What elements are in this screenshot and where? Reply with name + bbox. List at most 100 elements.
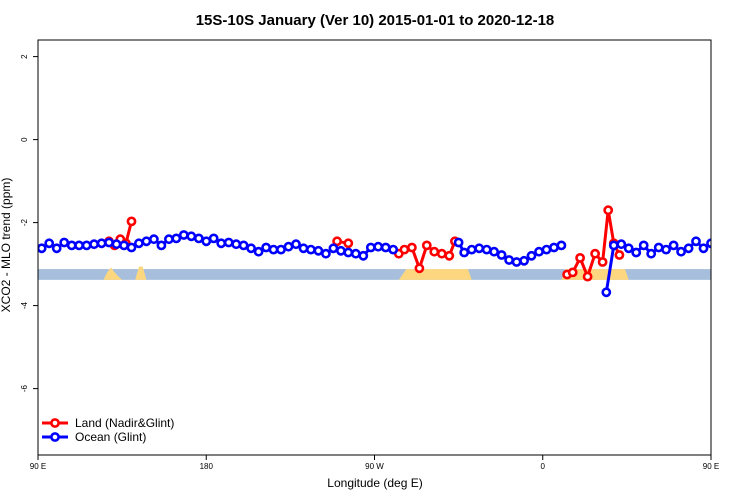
data-point (89, 239, 99, 250)
data-point (453, 237, 464, 248)
x-tick-label: 180 (200, 462, 214, 471)
data-point (313, 245, 324, 256)
data-point (406, 242, 417, 253)
data-point (730, 241, 737, 248)
data-point (178, 230, 189, 240)
legend-marker-1 (50, 432, 60, 442)
ocean-band (38, 269, 711, 280)
data-point (283, 241, 294, 252)
data-point (74, 240, 84, 251)
plot-area (38, 205, 750, 298)
data-point (706, 238, 711, 249)
data-point (141, 236, 152, 247)
data-point (436, 248, 447, 259)
data-point (343, 238, 354, 249)
data-point (126, 242, 137, 253)
y-tick-label: -2 (20, 218, 29, 226)
data-point (365, 242, 376, 253)
data-point (111, 239, 122, 250)
series-ocean (38, 230, 750, 298)
x-axis-label: Longitude (deg E) (327, 476, 422, 490)
data-point (96, 238, 107, 249)
data-point (421, 240, 432, 251)
data-point (737, 240, 744, 247)
data-point (126, 216, 137, 227)
x-tick-label: 90 E (703, 462, 719, 471)
y-tick-label: -6 (20, 384, 29, 392)
data-point (148, 234, 159, 245)
data-point (133, 238, 144, 249)
data-point (466, 244, 477, 255)
data-point (305, 244, 316, 255)
data-point (631, 247, 642, 258)
data-point (335, 245, 346, 256)
data-point (268, 244, 279, 255)
data-point (745, 239, 750, 246)
data-point (216, 238, 227, 249)
axis-layer: 90 E 180 90 W 0 90 E 2 0 -2 -4 -6 (20, 54, 719, 471)
data-point (186, 231, 197, 242)
data-point (603, 205, 614, 216)
x-tick-label: 0 (541, 462, 546, 471)
y-tick-label: 2 (20, 54, 29, 59)
data-point (320, 248, 331, 259)
data-point (582, 271, 593, 282)
data-point (291, 239, 301, 250)
data-point (496, 250, 507, 260)
land-mask-1 (135, 266, 147, 280)
land-mask-2 (398, 269, 472, 280)
data-point (38, 243, 47, 254)
data-point (601, 287, 612, 298)
land-mask-3 (561, 269, 629, 280)
data-point (715, 242, 722, 249)
data-point (575, 252, 585, 263)
chart-title: 15S-10S January (Ver 10) 2015-01-01 to 2… (196, 12, 555, 29)
y-tick-label: 0 (20, 137, 29, 142)
background-band-layer (38, 266, 711, 280)
data-point (414, 263, 425, 274)
legend: Land (Nadir&Glint)Ocean (Glint) (42, 416, 174, 444)
data-point (193, 233, 204, 244)
data-point (474, 243, 485, 254)
data-point (328, 243, 339, 254)
data-point (156, 240, 167, 251)
data-point (459, 247, 470, 258)
data-point (614, 250, 625, 260)
data-point (526, 250, 537, 261)
legend-marker-0 (50, 418, 60, 428)
data-point (534, 246, 544, 257)
data-point (638, 240, 649, 251)
y-tick-label: -4 (20, 301, 29, 309)
data-point (223, 237, 234, 248)
data-point (676, 246, 686, 257)
data-point (388, 244, 399, 255)
data-point (623, 243, 634, 254)
data-point (44, 238, 55, 249)
data-point (722, 242, 729, 249)
x-tick-label: 90 E (30, 462, 46, 471)
data-point (238, 240, 249, 251)
x-tick-label: 90 W (365, 462, 384, 471)
data-point (246, 243, 256, 254)
y-axis-label: XCO2 - MLO trend (ppm) (0, 178, 13, 313)
data-point (429, 246, 440, 257)
data-point (59, 237, 70, 248)
data-point (373, 241, 384, 252)
data-point (691, 236, 701, 247)
data-point (597, 257, 608, 267)
data-point (332, 236, 342, 247)
data-point (253, 246, 264, 257)
data-point (104, 237, 114, 248)
data-point (616, 239, 627, 250)
legend-label-1: Ocean (Glint) (75, 430, 146, 444)
land-mask-0 (103, 267, 123, 280)
data-point (276, 244, 286, 255)
data-point (646, 248, 657, 259)
series-layer (38, 205, 750, 298)
data-point (350, 248, 361, 259)
data-point (556, 240, 567, 251)
data-point (489, 246, 499, 257)
data-point (171, 233, 182, 244)
data-point (343, 247, 354, 258)
